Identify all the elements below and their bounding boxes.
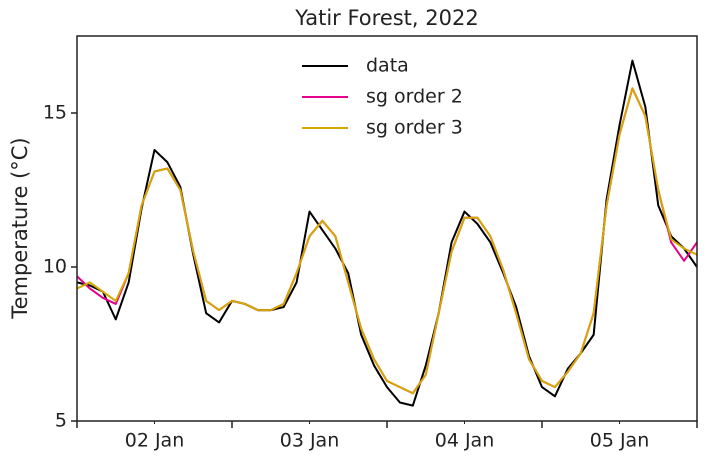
legend-label: sg order 3 [366,117,463,139]
y-axis-label: Temperature (°C) [8,137,32,319]
x-tick-label: 04 Jan [435,430,495,452]
y-tick-label: 5 [55,410,67,432]
x-tick-label: 02 Jan [125,430,185,452]
chart-title: Yatir Forest, 2022 [294,6,478,30]
x-tick-label: 05 Jan [590,430,650,452]
legend-label: sg order 2 [366,86,463,108]
series-line [76,87,698,395]
x-tick-label: 03 Jan [280,430,340,452]
legend-label: data [366,55,409,77]
series-line [76,59,698,407]
y-tick-label: 15 [43,102,67,124]
y-tick-label: 10 [43,256,67,278]
